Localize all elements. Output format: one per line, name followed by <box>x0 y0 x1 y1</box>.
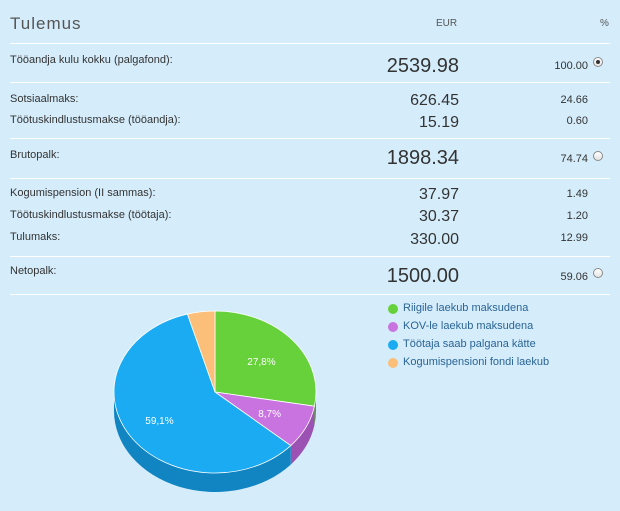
income-tax-percent: 12.99 <box>560 232 588 244</box>
unemployment-employer-label: Töötuskindlustusmakse (tööandja): <box>10 114 181 126</box>
income-tax-value: 330.00 <box>410 231 459 248</box>
pie-slice[interactable] <box>186 310 216 393</box>
divider <box>10 138 610 139</box>
unemployment-employee-percent: 1.20 <box>566 210 588 222</box>
pie-slice-side <box>114 392 291 492</box>
gross-salary-radio[interactable] <box>593 151 603 161</box>
pie-slice-label: 8,7% <box>258 409 281 420</box>
legend-dot <box>388 358 398 368</box>
employer-cost-percent: 100.00 <box>554 60 588 72</box>
employer-cost-label: Tööandja kulu kokku (palgafond): <box>10 54 173 66</box>
page-title: Tulemus <box>10 14 82 33</box>
gross-salary-value: 1898.34 <box>386 147 459 169</box>
legend-label: Riigile laekub maksudena <box>403 302 529 314</box>
unemployment-employer-value: 15.19 <box>418 114 459 131</box>
divider <box>10 256 610 257</box>
legend-label: KOV-le laekub maksudena <box>403 320 534 332</box>
divider <box>10 43 610 44</box>
pie-slice[interactable] <box>113 313 292 474</box>
legend-dot <box>388 304 398 314</box>
pension-percent: 1.49 <box>566 188 588 200</box>
unemployment-employee-label: Töötuskindlustusmakse (töötaja): <box>10 209 172 221</box>
social-tax-percent: 24.66 <box>560 94 588 106</box>
social-tax-value: 626.45 <box>410 92 459 109</box>
employer-cost-value: 2539.98 <box>386 55 459 77</box>
social-tax-label: Sotsiaalmaks: <box>10 93 79 105</box>
pie-slice-label: 27,8% <box>247 357 275 368</box>
pension-value: 37.97 <box>418 186 459 203</box>
unemployment-employer-percent: 0.60 <box>566 115 588 127</box>
gross-salary-label: Brutopalk: <box>10 149 60 161</box>
net-salary-radio[interactable] <box>593 268 603 278</box>
pie-slice-side <box>290 406 315 465</box>
pension-label: Kogumispension (II sammas): <box>10 187 156 199</box>
unemployment-employee-value: 30.37 <box>418 208 459 225</box>
net-salary-percent: 59.06 <box>560 271 588 283</box>
legend-dot <box>388 322 398 332</box>
divider <box>10 178 610 179</box>
legend-label: Kogumispensioni fondi laekub <box>403 356 550 368</box>
pie-slice-label: 59,1% <box>145 416 173 427</box>
pie-slice[interactable] <box>214 310 317 407</box>
divider <box>10 294 610 295</box>
column-header-percent: % <box>600 18 609 29</box>
net-salary-label: Netopalk: <box>10 265 57 277</box>
net-salary-value: 1500.00 <box>386 265 459 287</box>
income-tax-label: Tulumaks: <box>10 231 61 243</box>
divider <box>10 82 610 83</box>
gross-salary-percent: 74.74 <box>560 153 588 165</box>
legend-label: Töötaja saab palgana kätte <box>403 338 536 350</box>
legend-dot <box>388 340 398 350</box>
employer-cost-radio[interactable] <box>593 57 603 67</box>
column-header-eur: EUR <box>436 18 458 29</box>
